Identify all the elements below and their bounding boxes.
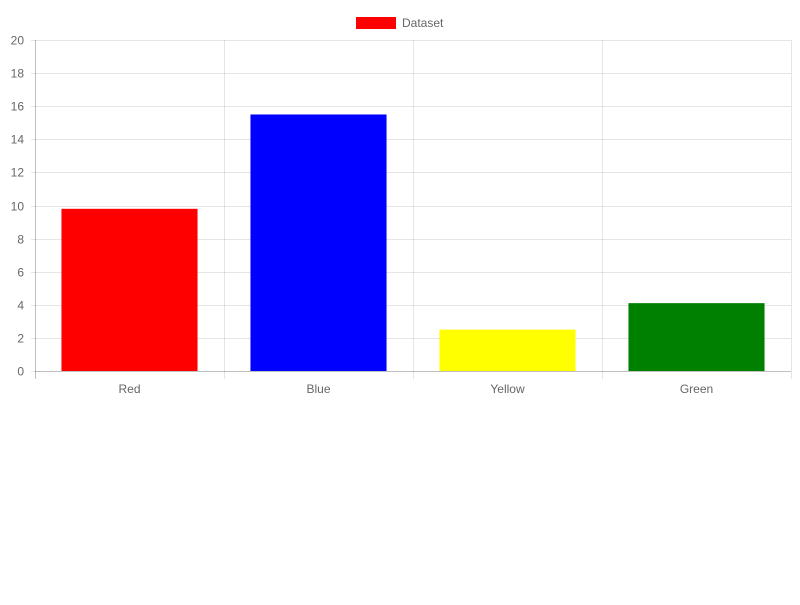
legend-label[interactable]: Dataset	[402, 16, 444, 30]
legend-swatch[interactable]	[356, 17, 396, 29]
y-tick-label: 16	[11, 100, 25, 114]
y-tick-label: 6	[17, 266, 24, 280]
y-tick-label: 18	[11, 67, 25, 81]
y-tick-label: 20	[11, 34, 25, 48]
legend[interactable]: Dataset	[356, 16, 444, 30]
y-tick-label: 0	[17, 365, 24, 379]
bars	[61, 114, 765, 371]
axes: 0 2 4 6 8 10 12 14 16 18 20 Red Blue Yellow Green	[11, 34, 714, 397]
x-tick-label: Green	[680, 382, 713, 396]
bar-yellow[interactable]	[439, 329, 576, 371]
bar-blue[interactable]	[250, 114, 387, 371]
y-tick-label: 2	[17, 332, 24, 346]
y-tick-label: 4	[17, 299, 24, 313]
x-tick-label: Blue	[306, 382, 330, 396]
y-tick-label: 12	[11, 166, 25, 180]
y-tick-label: 14	[11, 133, 25, 147]
y-tick-label: 10	[11, 200, 25, 214]
x-tick-label: Yellow	[490, 382, 525, 396]
y-tick-label: 8	[17, 233, 24, 247]
x-tick-label: Red	[118, 382, 140, 396]
bar-red[interactable]	[61, 208, 198, 371]
bar-green[interactable]	[628, 303, 765, 371]
